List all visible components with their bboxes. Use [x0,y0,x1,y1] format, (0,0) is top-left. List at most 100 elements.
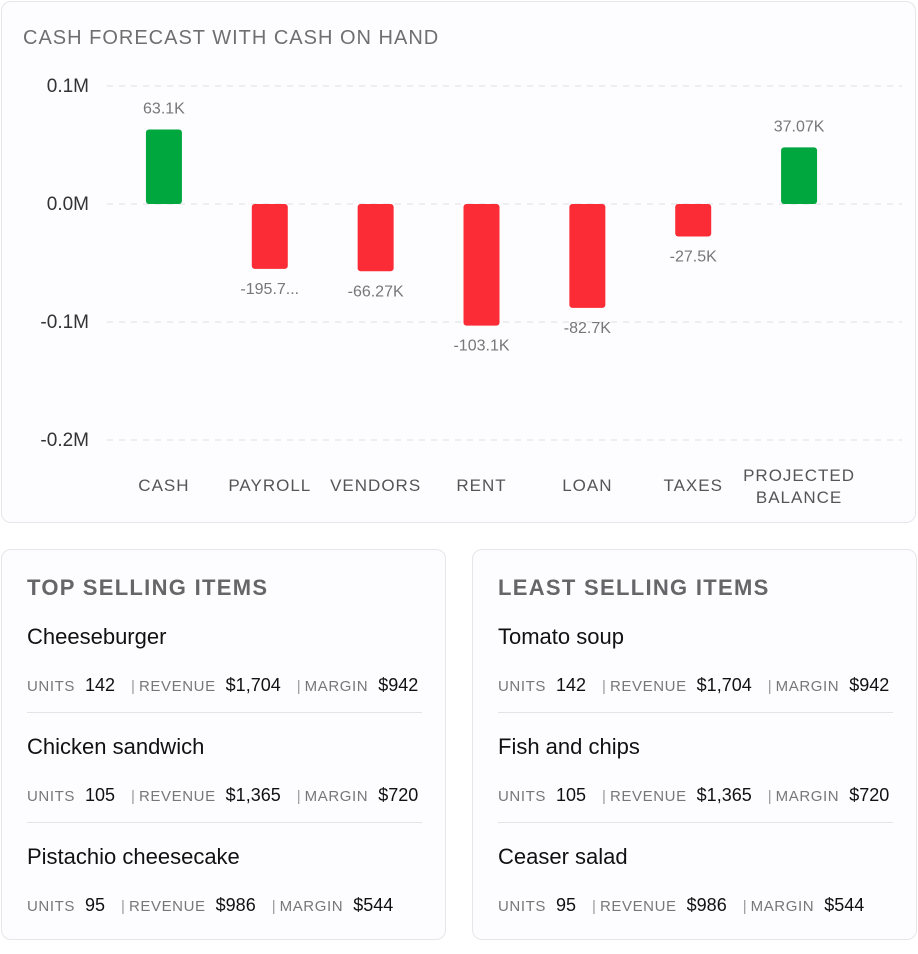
margin-value: $942 [849,675,890,695]
list-item: Ceaser salad UNITS 95 | REVENUE $986 | MARGIN $5… [498,844,893,954]
list-item: Chicken sandwich UNITS 105 | REVENUE $1,365 | M… [27,734,422,844]
units-label: UNITS [498,678,546,695]
separator: | [767,788,772,805]
top-selling-title: TOP SELLING ITEMS [27,575,269,600]
units-label: UNITS [27,898,75,915]
margin-label: MARGIN [304,788,369,805]
cash-forecast-card: CASH FORECAST WITH CASH ON HAND 0.1M 0.0M… [1,1,916,523]
list-item: Fish and chips UNITS 105 | REVENUE $1,365 | MAR… [498,734,893,844]
revenue-label: REVENUE [128,898,206,915]
units-value: 105 [556,785,587,805]
separator: | [131,788,135,805]
x-tick-label: VENDORS [330,476,421,495]
data-label: 63.1K [143,101,185,118]
least-selling-card: LEAST SELLING ITEMS Tomato soup UNITS 142 |… [472,549,917,940]
x-tick-label: TAXES [663,476,722,495]
divider [498,712,893,713]
cash-forecast-chart: 0.1M 0.0M -0.1M -0.2M 63.1K CASH -195.7... PAYR… [40,76,902,507]
item-metrics: UNITS 105 | REVENUE $1,365 | MARGIN $720 [498,785,889,806]
data-label: -82.7K [564,320,611,337]
revenue-label: REVENUE [599,898,677,915]
units-label: UNITS [498,898,546,915]
item-name: Cheeseburger [27,624,167,649]
separator: | [296,678,301,695]
units-label: UNITS [27,678,75,695]
y-tick-label: -0.2M [40,430,89,451]
x-tick-label: CASH [138,476,189,495]
margin-value: $720 [378,785,419,805]
chart-title: CASH FORECAST WITH CASH ON HAND [23,27,440,49]
divider [27,712,422,713]
bar [145,129,182,204]
top-selling-card: TOP SELLING ITEMS Cheeseburger UNITS 142 | R… [1,549,446,940]
item-name: Pistachio cheesecake [27,844,240,869]
x-tick-label: PAYROLL [228,476,311,495]
data-label: -103.1K [453,338,509,355]
y-tick-label: -0.1M [40,312,89,333]
separator: | [121,898,125,915]
item-name: Tomato soup [498,624,624,649]
item-name: Chicken sandwich [27,734,205,759]
item-name: Fish and chips [498,734,640,759]
divider [27,822,422,823]
x-tick-label: PROJECTED [743,466,855,485]
least-selling-title: LEAST SELLING ITEMS [498,575,770,600]
margin-value: $942 [378,675,419,695]
margin-label: MARGIN [279,898,344,915]
revenue-label: REVENUE [138,788,216,805]
list-item: Pistachio cheesecake UNITS 95 | REVENUE $986 |… [27,844,422,954]
revenue-value: $1,704 [696,675,752,695]
revenue-value: $986 [215,895,256,915]
separator: | [602,678,606,695]
units-value: 95 [556,895,577,915]
y-tick-label: 0.1M [47,76,89,97]
units-label: UNITS [498,788,546,805]
data-label: 37.07K [774,118,825,135]
units-value: 142 [556,675,587,695]
separator: | [767,678,772,695]
revenue-label: REVENUE [138,678,216,695]
margin-label: MARGIN [775,788,840,805]
separator: | [592,898,596,915]
data-label: -27.5K [670,248,717,265]
margin-value: $544 [353,895,394,915]
list-item: Tomato soup UNITS 142 | REVENUE $1,704 | MARGIN… [498,624,893,734]
revenue-value: $1,704 [225,675,281,695]
x-tick-label: BALANCE [756,488,842,507]
revenue-value: $1,365 [225,785,281,805]
bar [569,204,606,308]
units-label: UNITS [27,788,75,805]
revenue-label: REVENUE [609,788,687,805]
x-tick-label: LOAN [562,476,612,495]
item-metrics: UNITS 105 | REVENUE $1,365 | MARGIN $720 [27,785,418,806]
margin-value: $720 [849,785,890,805]
separator: | [271,898,276,915]
revenue-value: $986 [686,895,727,915]
item-name: Ceaser salad [498,844,628,869]
separator: | [742,898,747,915]
bar [357,204,394,272]
separator: | [602,788,606,805]
item-metrics: UNITS 142 | REVENUE $1,704 | MARGIN $942 [498,675,889,696]
divider [498,822,893,823]
item-metrics: UNITS 142 | REVENUE $1,704 | MARGIN $942 [27,675,418,696]
y-tick-label: 0.0M [47,194,89,215]
bar [781,147,818,204]
revenue-value: $1,365 [696,785,752,805]
x-tick-label: RENT [456,476,506,495]
units-value: 95 [85,895,106,915]
item-metrics: UNITS 95 | REVENUE $986 | MARGIN $544 [27,895,393,916]
data-label: -195.7... [240,281,299,298]
bar [463,204,500,326]
separator: | [131,678,135,695]
list-item: Cheeseburger UNITS 142 | REVENUE $1,704 | MARGI… [27,624,422,734]
margin-label: MARGIN [750,898,815,915]
revenue-label: REVENUE [609,678,687,695]
margin-value: $544 [824,895,865,915]
margin-label: MARGIN [304,678,369,695]
item-metrics: UNITS 95 | REVENUE $986 | MARGIN $544 [498,895,864,916]
margin-label: MARGIN [775,678,840,695]
separator: | [296,788,301,805]
bar [675,204,712,237]
data-label: -66.27K [348,283,404,300]
